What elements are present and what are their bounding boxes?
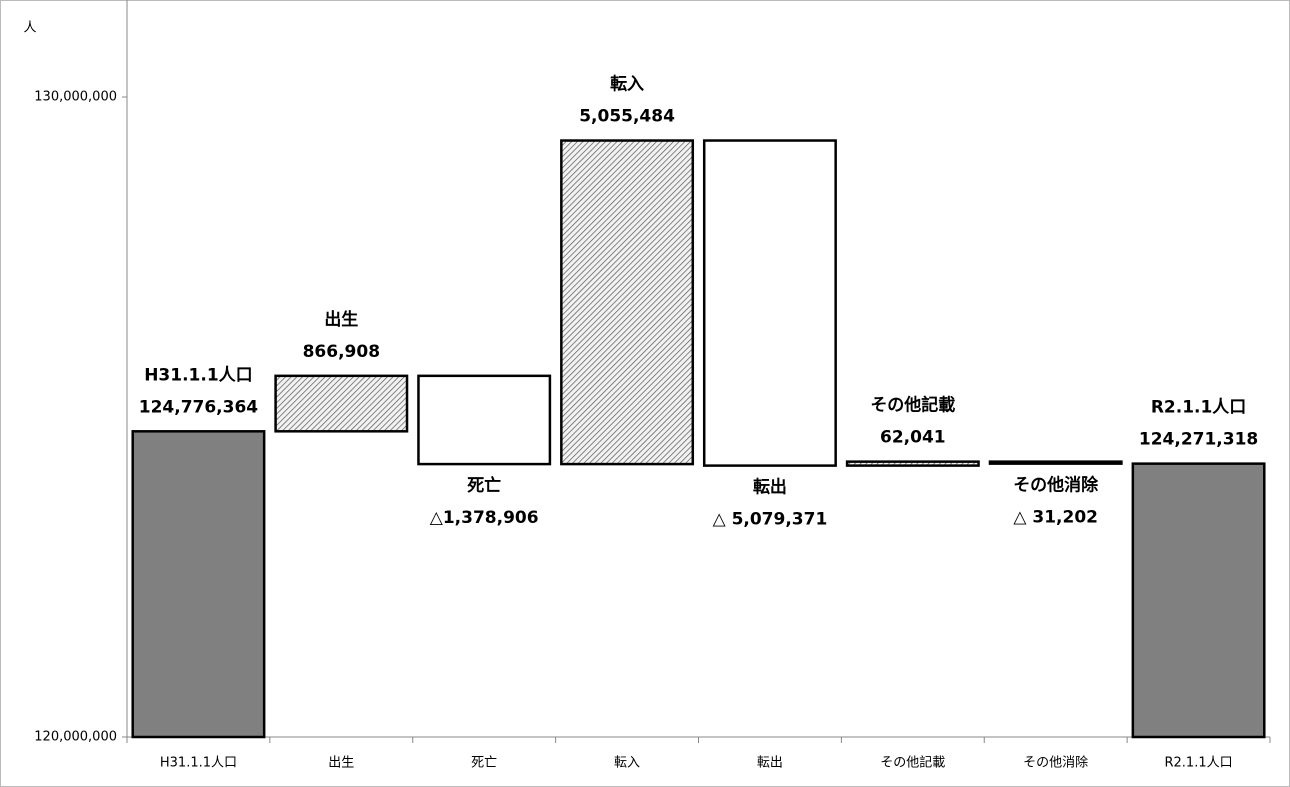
bar	[131, 430, 266, 739]
value-label: 866,908	[303, 342, 380, 362]
bar	[845, 460, 980, 467]
bar	[560, 139, 695, 466]
x-tick-label: 転入	[614, 756, 640, 771]
x-tick-label: H31.1.1人口	[160, 756, 237, 771]
x-tick-label: 死亡	[471, 756, 497, 771]
bar-name-label: 転出	[753, 477, 787, 498]
bar-name-label: R2.1.1人口	[1151, 398, 1247, 418]
value-label: △ 5,079,371	[713, 510, 828, 530]
bar-name-label: 出生	[324, 309, 358, 330]
y-tick-label: 130,000,000	[34, 90, 117, 105]
value-label: 5,055,484	[579, 107, 675, 127]
y-tick-label: 120,000,000	[34, 730, 117, 745]
bar-name-label: 死亡	[467, 475, 501, 496]
x-tick-label: 転出	[757, 756, 783, 771]
bar	[988, 460, 1123, 465]
value-label: △1,378,906	[430, 508, 539, 528]
value-label: △ 31,202	[1013, 508, 1098, 528]
x-tick-label: R2.1.1人口	[1165, 756, 1233, 771]
bar-name-label: H31.1.1人口	[144, 365, 252, 385]
bar-name-label: 転入	[610, 74, 644, 95]
y-unit-label: 人	[23, 21, 36, 36]
x-tick-label: 出生	[328, 756, 354, 771]
x-tick-label: その他消除	[1023, 756, 1088, 771]
x-tick-label: その他記載	[880, 755, 945, 771]
bar	[1131, 462, 1266, 739]
bar-name-label: その他記載	[870, 395, 955, 416]
value-label: 124,776,364	[139, 397, 259, 417]
value-label: 62,041	[880, 428, 946, 448]
bar	[702, 139, 837, 467]
bar	[274, 374, 409, 433]
bar	[417, 374, 552, 466]
value-label: 124,271,318	[1139, 430, 1258, 450]
bar-name-label: その他消除	[1013, 475, 1099, 496]
